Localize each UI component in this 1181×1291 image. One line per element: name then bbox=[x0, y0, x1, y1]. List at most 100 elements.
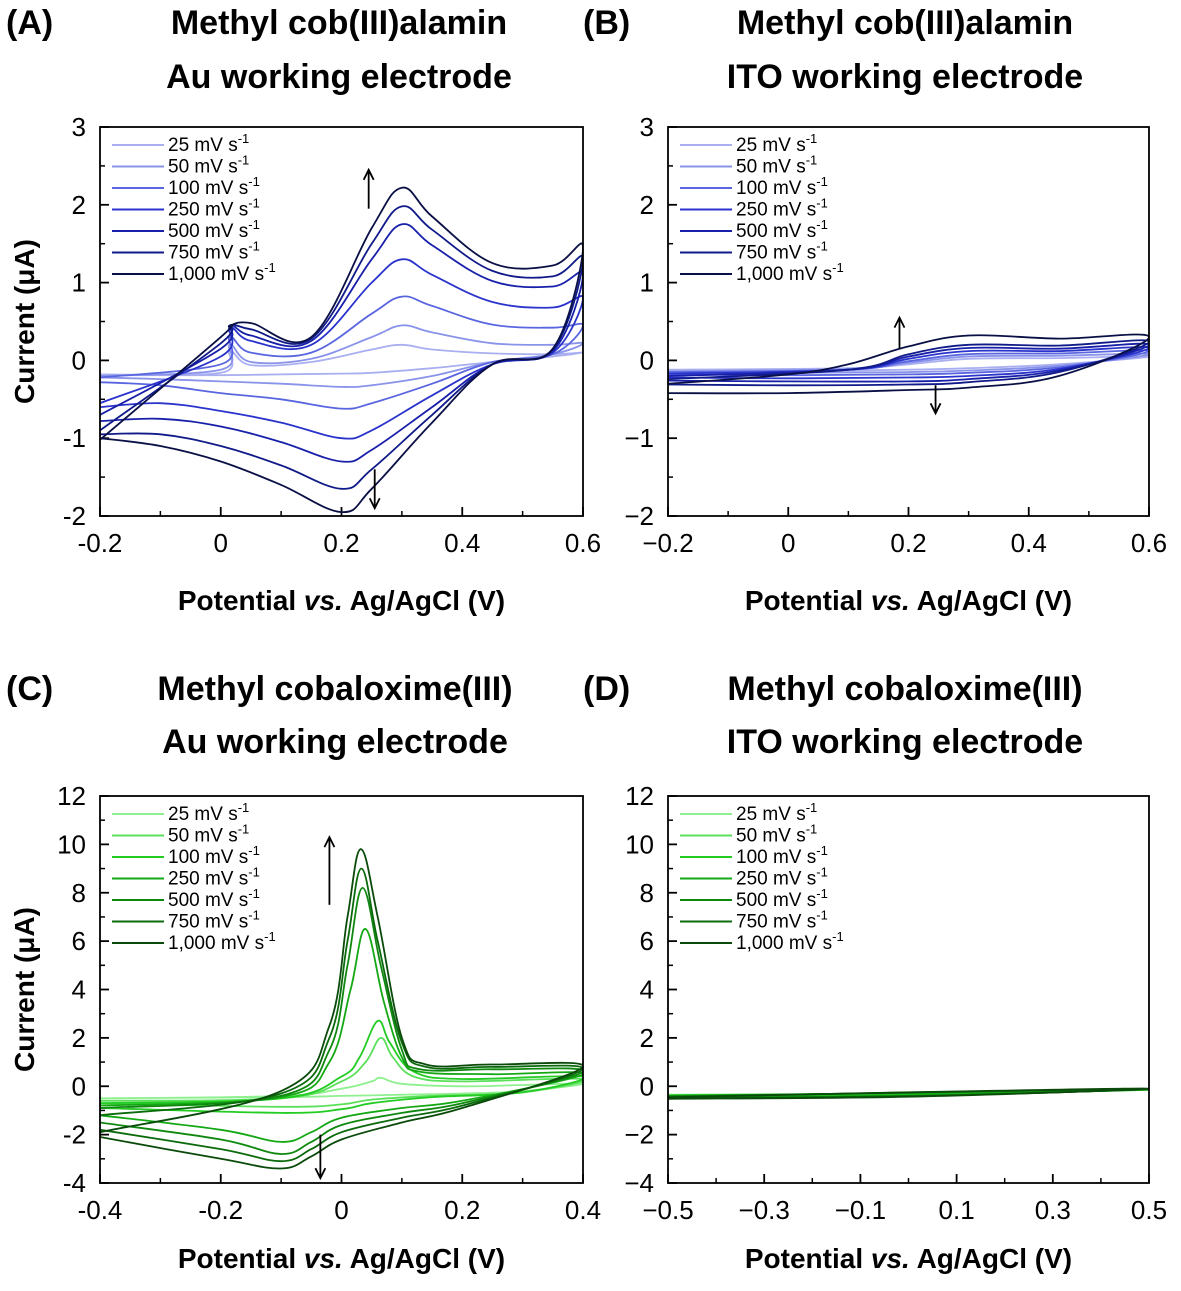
legend-entry: 50 mV s-1 bbox=[736, 153, 817, 178]
y-tick-label: -1 bbox=[63, 423, 86, 453]
legend-superscript: -1 bbox=[264, 260, 276, 275]
series-group bbox=[100, 848, 583, 1170]
legend-superscript: -1 bbox=[816, 908, 828, 923]
legend-superscript: -1 bbox=[248, 843, 260, 858]
y-tick-label: 2 bbox=[72, 1023, 86, 1053]
legend-entry: 50 mV s-1 bbox=[168, 822, 249, 847]
legend-entry: 1,000 mV s-1 bbox=[168, 929, 276, 954]
legend-entry: 750 mV s-1 bbox=[736, 908, 828, 933]
x-tick-label: −0.3 bbox=[739, 1195, 790, 1225]
panel-title-line-1: Methyl cob(III)alamin bbox=[171, 4, 507, 42]
plot-frame bbox=[99, 126, 584, 517]
y-tick-label: 0 bbox=[640, 345, 654, 375]
y-tick-label: −4 bbox=[624, 1168, 654, 1198]
annotation-arrow-head bbox=[323, 835, 336, 848]
x-tick-label: 0 bbox=[214, 528, 228, 558]
legend-superscript: -1 bbox=[816, 843, 828, 858]
legend-entry: 250 mV s-1 bbox=[736, 196, 828, 221]
legend-entry: 25 mV s-1 bbox=[168, 131, 249, 156]
series-line bbox=[100, 1076, 583, 1100]
x-tick-label: 0 bbox=[334, 1195, 348, 1225]
panel-label: (C) bbox=[6, 670, 53, 708]
series-line bbox=[100, 1037, 583, 1108]
x-tick-label: 0.3 bbox=[1035, 1195, 1071, 1225]
series-line bbox=[100, 295, 583, 410]
y-tick-label: 6 bbox=[72, 926, 86, 956]
x-axis-label: Potential vs. Ag/AgCl (V) bbox=[178, 1243, 505, 1274]
y-tick-label: 1 bbox=[640, 268, 654, 298]
legend-entry: 250 mV s-1 bbox=[168, 865, 260, 890]
y-tick-label: 0 bbox=[640, 1071, 654, 1101]
x-tick-label: -0.2 bbox=[78, 528, 123, 558]
legend-superscript: -1 bbox=[264, 929, 276, 944]
legend-entry: 500 mV s-1 bbox=[736, 217, 828, 242]
series-line bbox=[100, 867, 583, 1163]
series-line bbox=[668, 333, 1149, 395]
legend-entry: 1,000 mV s-1 bbox=[736, 929, 844, 954]
y-tick-label: 4 bbox=[72, 975, 86, 1005]
legend-entry: 500 mV s-1 bbox=[736, 886, 828, 911]
legend-entry: 500 mV s-1 bbox=[168, 886, 260, 911]
legend-superscript: -1 bbox=[816, 196, 828, 211]
y-tick-label: 6 bbox=[640, 926, 654, 956]
y-tick-label: 3 bbox=[640, 112, 654, 142]
x-axis-label: Potential vs. Ag/AgCl (V) bbox=[745, 1243, 1072, 1274]
legend-superscript: -1 bbox=[806, 131, 818, 146]
y-tick-label: 10 bbox=[57, 829, 86, 859]
series-line bbox=[100, 223, 583, 463]
panel-title-line-1: Methyl cob(III)alamin bbox=[737, 4, 1073, 42]
y-tick-label: 8 bbox=[640, 878, 654, 908]
chart-panel-a: (A) Methyl cob(III)alamin Au working elect… bbox=[6, 4, 601, 616]
series-line bbox=[668, 1087, 1149, 1100]
series-line bbox=[100, 928, 583, 1143]
x-tick-label: −0.5 bbox=[642, 1195, 693, 1225]
x-axis-label: Potential vs. Ag/AgCl (V) bbox=[745, 585, 1072, 616]
x-tick-label: 0.4 bbox=[1011, 528, 1047, 558]
y-tick-label: 2 bbox=[640, 1023, 654, 1053]
series-line bbox=[100, 848, 583, 1170]
x-tick-label: 0.2 bbox=[444, 1195, 480, 1225]
chart-panel-c: (C) Methyl cobaloxime(III) Au working elec… bbox=[6, 670, 601, 1274]
y-tick-label: −2 bbox=[624, 1120, 654, 1150]
legend-superscript: -1 bbox=[806, 153, 818, 168]
legend-superscript: -1 bbox=[816, 217, 828, 232]
series-line bbox=[100, 887, 583, 1155]
panel-title-line-1: Methyl cobaloxime(III) bbox=[157, 670, 512, 708]
y-tick-label: 10 bbox=[625, 829, 654, 859]
legend-entry: 25 mV s-1 bbox=[736, 131, 817, 156]
legend-entry: 1,000 mV s-1 bbox=[736, 260, 844, 285]
legend-entry: 50 mV s-1 bbox=[736, 822, 817, 847]
y-axis-label: Current (μA) bbox=[9, 239, 40, 404]
legend-superscript: -1 bbox=[816, 886, 828, 901]
panel-title-line-2: Au working electrode bbox=[166, 58, 512, 96]
y-tick-label: −2 bbox=[624, 501, 654, 531]
y-tick-label: 4 bbox=[640, 975, 654, 1005]
panel-title-line-2: ITO working electrode bbox=[727, 58, 1083, 96]
panel-label: (D) bbox=[583, 670, 630, 708]
series-line bbox=[100, 205, 583, 490]
x-tick-label: 0.2 bbox=[323, 528, 359, 558]
legend-entry: 25 mV s-1 bbox=[736, 800, 817, 825]
legend-entry: 750 mV s-1 bbox=[736, 239, 828, 264]
legend-superscript: -1 bbox=[806, 800, 818, 815]
legend-superscript: -1 bbox=[832, 929, 844, 944]
y-tick-label: 2 bbox=[640, 190, 654, 220]
y-tick-label: 12 bbox=[625, 781, 654, 811]
y-tick-label: 0 bbox=[72, 345, 86, 375]
annotation-arrow-head bbox=[368, 497, 381, 511]
annotation-arrow-head bbox=[314, 1167, 327, 1181]
x-tick-label: 0 bbox=[781, 528, 795, 558]
annotation-arrow-head bbox=[929, 402, 942, 416]
y-tick-label: 1 bbox=[72, 268, 86, 298]
legend-superscript: -1 bbox=[248, 196, 260, 211]
series-line bbox=[100, 258, 583, 440]
chart-panel-b: (B) Methyl cob(III)alamin ITO working elec… bbox=[583, 4, 1167, 616]
legend-entry: 500 mV s-1 bbox=[168, 217, 260, 242]
legend-entry: 100 mV s-1 bbox=[736, 843, 828, 868]
series-group bbox=[100, 186, 583, 514]
legend-superscript: -1 bbox=[806, 822, 818, 837]
y-tick-label: -2 bbox=[63, 1120, 86, 1150]
legend-entry: 250 mV s-1 bbox=[168, 196, 260, 221]
chart-panel-d: (D) Methyl cobaloxime(III) ITO working ele… bbox=[583, 670, 1167, 1274]
